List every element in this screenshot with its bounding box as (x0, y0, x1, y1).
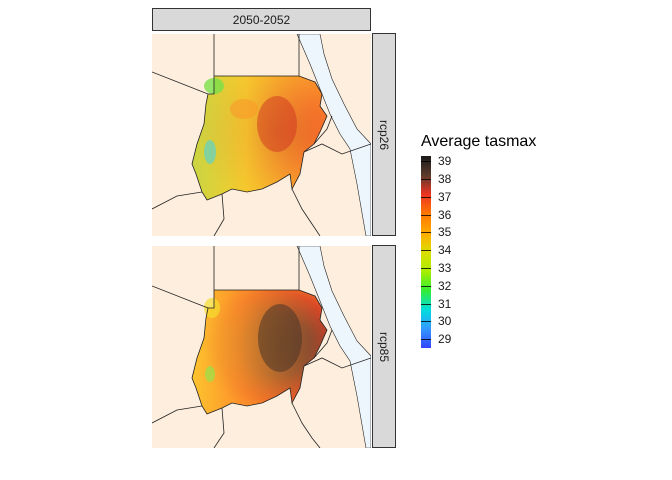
legend-tick-mark (421, 232, 431, 234)
legend-tick-label: 35 (438, 225, 452, 240)
legend-title: Average tasmax (421, 133, 537, 150)
legend-tick-label: 39 (438, 154, 452, 169)
sudan-heat-field (192, 290, 327, 414)
facet-row-strip-rcp85: rcp85 (372, 245, 396, 448)
legend-tick-label: 29 (438, 332, 452, 347)
legend-tick-mark (421, 161, 431, 163)
facet-row-strip-rcp26: rcp26 (372, 33, 396, 236)
map-panel-rcp85 (152, 246, 371, 448)
legend-tick-label: 30 (438, 314, 452, 329)
legend-tick-mark (421, 339, 431, 341)
red-sea-water (296, 246, 371, 448)
red-sea-water (296, 34, 371, 236)
legend-tick-label: 33 (438, 261, 452, 275)
legend-tick-label: 32 (438, 278, 452, 293)
legend-tick-mark (421, 250, 431, 252)
facet-row-label-rcp26: rcp26 (377, 119, 391, 150)
legend-tick-label: 37 (438, 189, 452, 204)
map-panel-rcp26 (152, 34, 371, 236)
legend-tick-mark (421, 179, 431, 181)
facet-column-label: 2050-2052 (232, 12, 291, 27)
legend-tick-mark (421, 321, 431, 323)
country-borders (152, 246, 371, 448)
facet-row-label-rcp85: rcp85 (377, 331, 391, 362)
legend-tick-label: 34 (438, 243, 452, 258)
legend-tick-label: 38 (438, 172, 452, 187)
sudan-heat-field (192, 76, 327, 200)
legend-tick-mark (421, 196, 431, 198)
sudan-border (191, 289, 328, 415)
legend-tick-mark (421, 214, 431, 216)
legend-tick-mark (421, 268, 431, 269)
legend-tick-mark (421, 303, 431, 305)
legend-tick-label: 36 (438, 207, 452, 222)
sudan-border (191, 75, 328, 201)
legend-tick-label: 31 (438, 296, 452, 311)
legend-colorbar (421, 156, 431, 348)
facet-column-strip: 2050-2052 (152, 8, 371, 31)
country-borders (152, 34, 371, 236)
legend-tick-mark (421, 285, 431, 287)
